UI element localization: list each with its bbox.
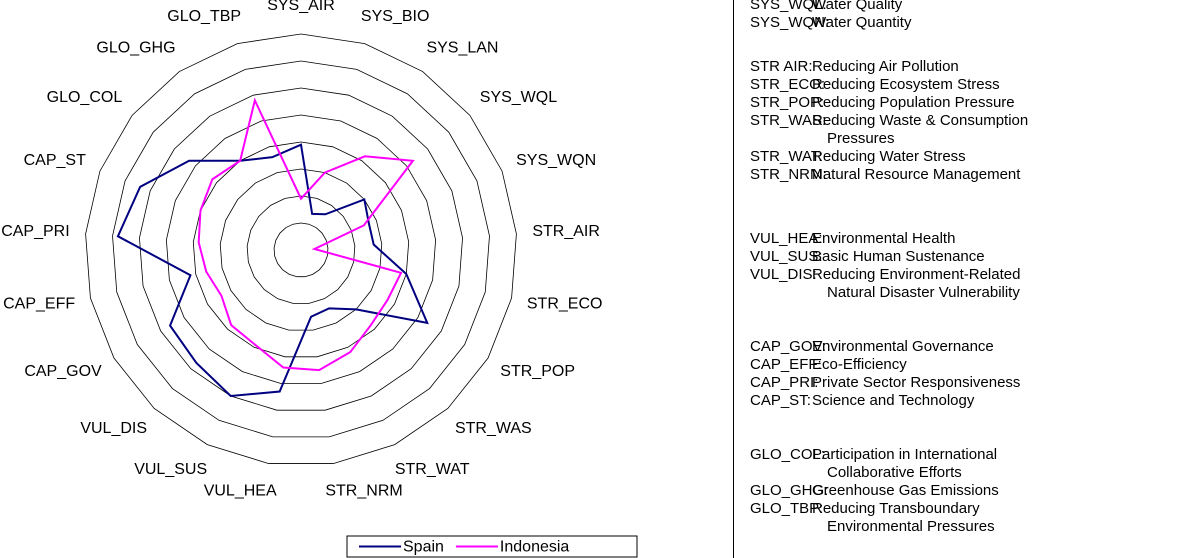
axis-label: SYS_WQN (516, 152, 596, 169)
axis-label: VUL_SUS (134, 461, 207, 478)
glossary-code: STR_POP: (750, 94, 825, 111)
glossary-text: Environmental Pressures (827, 518, 995, 535)
glossary-text: Natural Disaster Vulnerability (827, 284, 1020, 301)
axis-label: STR_POP (500, 363, 575, 380)
axis-label: STR_WAS (455, 420, 532, 437)
glossary-text: Environmental Health (812, 230, 956, 247)
grid-ring (112, 60, 490, 438)
series-line (197, 97, 415, 372)
glossary-code: STR_ECO: (750, 76, 826, 93)
glossary-code: SYS_WQN: (750, 14, 830, 31)
grid-ring (139, 87, 463, 411)
glossary-text: Basic Human Sustenance (812, 248, 985, 265)
glossary-text: Reducing Transboundary (812, 500, 980, 517)
glossary-code: GLO_GHG: (750, 482, 829, 499)
grid-ring (192, 141, 410, 358)
glossary-text: Private Sector Responsiveness (812, 374, 1021, 391)
axis-label: STR_WAT (395, 461, 470, 478)
glossary-text: Water Quality (812, 0, 903, 13)
glossary-text: Collaborative Efforts (827, 464, 962, 481)
axis-label: VUL_DIS (80, 420, 147, 437)
glossary-text: Pressures (827, 130, 895, 147)
grid-ring (246, 195, 356, 304)
glossary-code: VUL_HEA: (750, 230, 823, 247)
glossary-text: Reducing Air Pollution (812, 58, 959, 75)
glossary-code: CAP_GOV: (750, 338, 827, 355)
series-line (116, 143, 429, 397)
axis-label: GLO_TBP (167, 8, 241, 25)
glossary-code: STR_NRM: (750, 166, 827, 183)
axis-label: GLO_GHG (96, 40, 175, 57)
grid-ring (273, 222, 329, 278)
axis-label: SYS_AIR (267, 0, 335, 14)
glossary-code: STR AIR: (750, 58, 813, 75)
glossary-text: Natural Resource Management (812, 166, 1021, 183)
axis-label: SYS_WQL (480, 89, 557, 106)
legend-label: Spain (403, 539, 444, 556)
glossary-text: Eco-Efficiency (812, 356, 907, 373)
divider (733, 0, 734, 558)
glossary-code: CAP_PRI: (750, 374, 819, 391)
glossary-code: GLO_TBP: (750, 500, 824, 517)
glossary-code: SYS_WQL: (750, 0, 827, 13)
glossary-text: Science and Technology (812, 392, 975, 409)
axis-label: STR_AIR (532, 223, 600, 240)
glossary-text: Participation in International (812, 446, 998, 463)
grid-ring (85, 33, 517, 464)
glossary-code: CAP_ST: (750, 392, 811, 409)
grid-ring (219, 168, 383, 331)
chart: SYS_AIR SYS_BIO SYS_LAN SYS_WQL SYS_WQN STR_A… (1, 0, 638, 558)
glossary-code: STR_WAT: (750, 148, 823, 165)
axis-label: CAP_PRI (1, 223, 69, 240)
glossary-code: VUL_SUS: (750, 248, 823, 265)
glossary-text: Reducing Ecosystem Stress (812, 76, 1000, 93)
axis-label: SYS_BIO (361, 8, 429, 25)
axis-label: CAP_GOV (24, 363, 102, 380)
glossary-text: Reducing Population Pressure (812, 94, 1015, 111)
glossary-text: Reducing Waste & Consumption (812, 112, 1029, 129)
glossary-text: Reducing Environment-Related (812, 266, 1021, 283)
glossary-code: STR_WAS: (750, 112, 827, 129)
axis-label: STR_NRM (325, 482, 402, 499)
glossary-code: CAP_EFF: (750, 356, 822, 373)
axis-label: GLO_COL (47, 89, 123, 106)
glossary-code: VUL_DIS: (750, 266, 817, 283)
axis-label: SYS_LAN (426, 40, 498, 57)
glossary-text: Reducing Water Stress (812, 148, 966, 165)
glossary-code: GLO_COL: (750, 446, 826, 463)
grid-ring (165, 114, 437, 384)
glossary-text: Greenhouse Gas Emissions (812, 482, 999, 499)
axis-label: CAP_ST (24, 152, 86, 169)
axis-label: CAP_EFF (3, 296, 75, 313)
axis-label: STR_ECO (527, 296, 603, 313)
legend-label: Indonesia (500, 539, 569, 556)
glossary-text: Water Quantity (812, 14, 912, 31)
axis-label: VUL_HEA (204, 482, 277, 499)
glossary-text: Environmental Governance (812, 338, 994, 355)
